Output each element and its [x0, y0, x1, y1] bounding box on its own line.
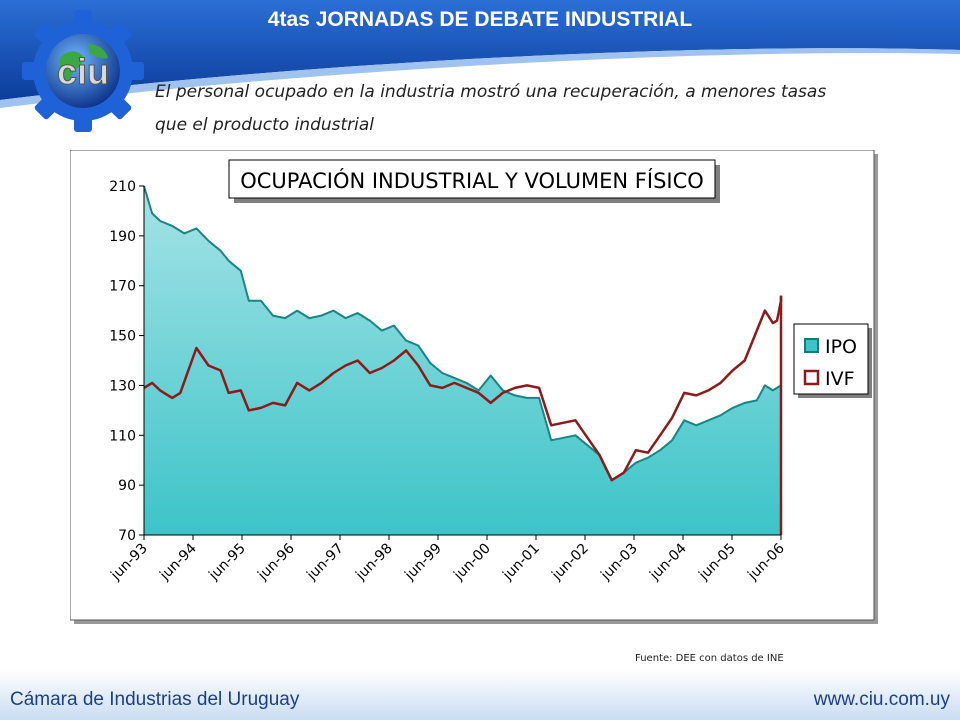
logo-text: ciu — [57, 51, 109, 92]
slide-subtitle: El personal ocupado en la industria most… — [155, 76, 915, 142]
legend-label-ivf: IVF — [825, 368, 855, 390]
chart-title-box: OCUPACIÓN INDUSTRIAL Y VOLUMEN FÍSICO — [228, 159, 720, 203]
chart-title: OCUPACIÓN INDUSTRIAL Y VOLUMEN FÍSICO — [240, 168, 704, 193]
series-ivf-line — [143, 295, 783, 482]
subtitle-line-2: que el producto industrial — [155, 115, 375, 135]
legend-label-ipo: IPO — [825, 336, 857, 358]
legend-swatch-ipo — [804, 338, 819, 353]
page-title: 4tas JORNADAS DE DEBATE INDUSTRIAL — [267, 8, 693, 31]
y-tick-label: 150 — [109, 329, 136, 345]
y-tick-label: 170 — [109, 279, 136, 295]
series-ipo-line — [143, 185, 782, 482]
footer-band — [0, 670, 960, 720]
y-tick-label: 70 — [118, 528, 136, 544]
y-tick-label: 210 — [109, 179, 136, 195]
y-tick-label: 90 — [118, 478, 136, 494]
series-ipo-area — [144, 186, 781, 535]
ciu-logo: ciu — [22, 10, 144, 132]
footer-organization: Cámara de Industrias del Uruguay — [10, 689, 300, 710]
y-tick-label: 110 — [109, 428, 136, 444]
subtitle-line-1: El personal ocupado en la industria most… — [155, 82, 827, 102]
legend-swatch-ivf — [803, 369, 820, 386]
footer-url[interactable]: www.ciu.com.uy — [813, 689, 950, 710]
y-axis: 210 190 170 150 130 110 90 70 — [109, 179, 144, 544]
legend: IPO IVF — [793, 323, 872, 398]
source-note: Fuente: DEE con datos de INE — [635, 653, 784, 664]
series-layer — [143, 185, 783, 535]
header-band — [0, 0, 960, 108]
y-tick-label: 130 — [109, 378, 136, 394]
y-tick-label: 190 — [109, 229, 136, 245]
